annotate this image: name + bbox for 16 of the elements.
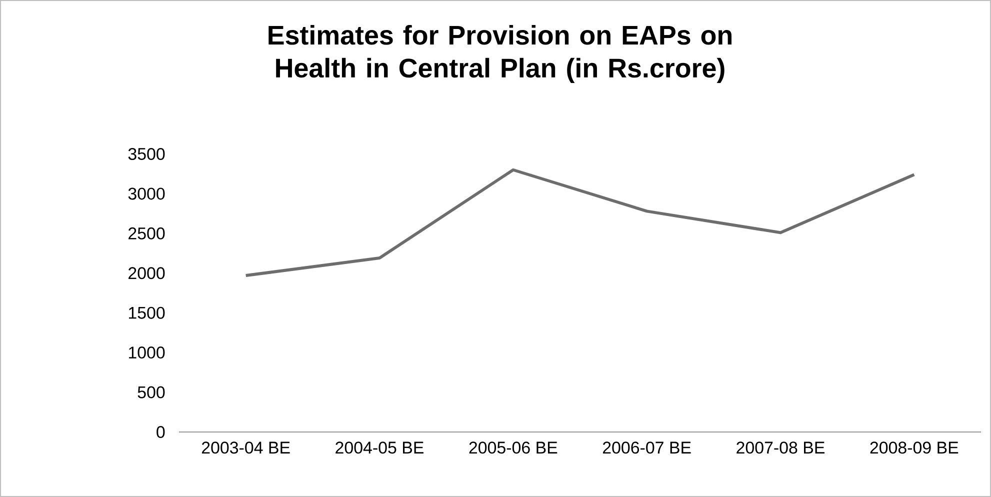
x-tick-label: 2008-09 BE xyxy=(870,442,958,454)
y-tick-label: 2500 xyxy=(128,227,165,240)
y-tick-label: 1000 xyxy=(128,346,165,359)
x-tick-label: 2005-06 BE xyxy=(469,442,558,454)
y-tick-label: 3000 xyxy=(128,188,165,200)
chart-title: Estimates for Provision on EAPs on Health in Central Plan (in Rs.crore) xyxy=(268,25,732,83)
x-tick-label: 2003-04 BE xyxy=(202,442,290,454)
y-tick-label: 1500 xyxy=(128,306,165,319)
x-tick-label: 2007-08 BE xyxy=(736,442,824,454)
y-tick-label: 3500 xyxy=(128,148,165,160)
y-tick-label: 500 xyxy=(138,386,165,398)
x-tick-label: 2004-05 BE xyxy=(336,442,424,454)
x-tick-label: 2006-07 BE xyxy=(602,442,691,454)
line-series xyxy=(244,168,916,278)
y-tick-label: 0 xyxy=(156,426,165,438)
y-tick-label: 2000 xyxy=(128,267,165,280)
